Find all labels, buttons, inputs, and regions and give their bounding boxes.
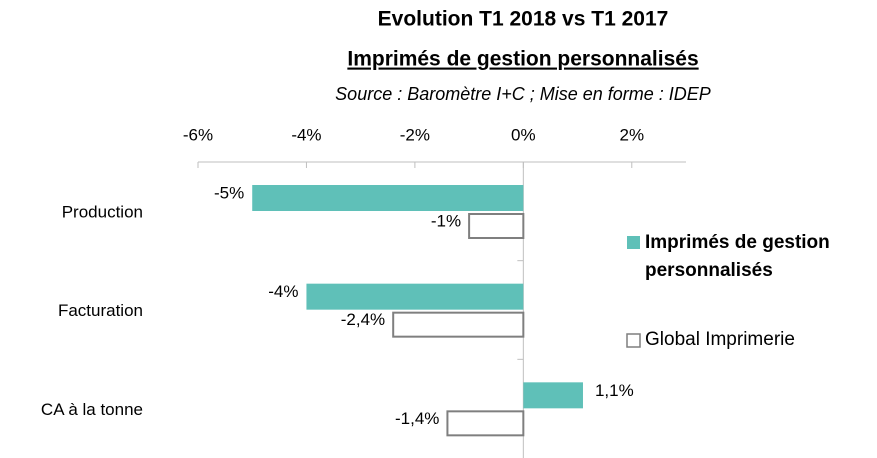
bar	[468, 213, 525, 239]
x-tick-label: -6%	[183, 125, 213, 144]
x-tick-label: -4%	[291, 125, 321, 144]
chart-title: Evolution T1 2018 vs T1 2017	[378, 8, 669, 31]
legend-label: Global Imprimerie	[645, 329, 795, 350]
value-label: -1%	[431, 211, 461, 230]
x-tick-label: 2%	[619, 125, 644, 144]
x-tick-label: -2%	[400, 125, 430, 144]
value-label: -4%	[268, 282, 298, 301]
legend-swatch	[626, 333, 641, 348]
value-label: -2,4%	[341, 310, 385, 329]
x-tick-label: 0%	[511, 125, 536, 144]
bar	[252, 185, 524, 211]
bar	[523, 382, 583, 409]
chart-note: Source : Baromètre I+C ; Mise en forme :…	[335, 84, 711, 104]
legend-swatch	[627, 236, 640, 249]
chart-subtitle: Imprimés de gestion personnalisés	[347, 48, 698, 71]
value-label: -5%	[214, 183, 244, 202]
y-tick-label: CA à la tonne	[41, 400, 143, 419]
bar	[446, 410, 525, 437]
legend-label: Imprimés de gestion personnalisés	[645, 232, 830, 281]
y-tick-label: Facturation	[58, 301, 143, 320]
bar	[306, 283, 524, 310]
value-label: -1,4%	[395, 409, 439, 428]
bar	[392, 311, 525, 338]
y-tick-label: Production	[62, 202, 143, 221]
value-label: 1,1%	[595, 381, 634, 400]
